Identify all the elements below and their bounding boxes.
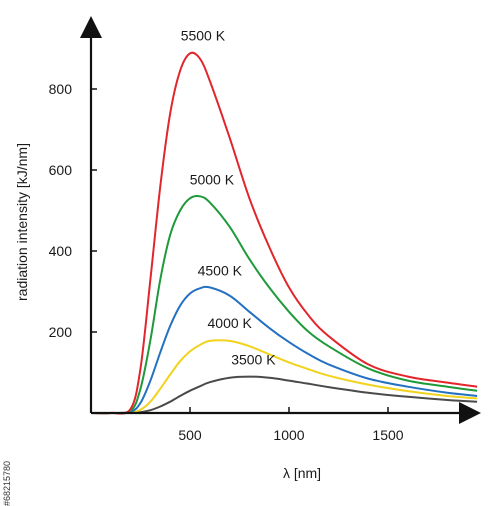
curve-labels: 3500 K 4000 K 4500 K 5000 K 5500 K: [181, 28, 277, 368]
y-tick-label: 200: [49, 324, 73, 340]
curve-label-4500-k: 4500 K: [198, 262, 243, 278]
axis-ticks: 500 1000 1500 200 400 600 800: [49, 81, 404, 443]
series-line-5000-k: [90, 194, 478, 415]
x-axis-title: λ [nm]: [283, 465, 321, 481]
x-tick-label: 1500: [372, 427, 403, 443]
x-tick-label: 500: [178, 427, 202, 443]
y-axis-title: radiation intensity [kJ/nm]: [14, 143, 30, 301]
curve-label-4000-k: 4000 K: [208, 315, 253, 331]
curve-label-3500-k: 3500 K: [231, 352, 276, 368]
series-lines: [90, 51, 478, 415]
series-line-3500-k: [90, 375, 478, 415]
stock-image-id: #68215780: [2, 460, 12, 506]
curve-label-5000-k: 5000 K: [190, 171, 235, 187]
x-tick-label: 1000: [273, 427, 304, 443]
series-line-4500-k: [90, 285, 478, 415]
series-line-5500-k: [90, 51, 478, 415]
y-tick-label: 600: [49, 162, 73, 178]
series-line-4000-k: [90, 339, 478, 415]
y-tick-label: 400: [49, 243, 73, 259]
y-tick-label: 800: [49, 81, 73, 97]
curve-label-5500-k: 5500 K: [181, 28, 226, 44]
